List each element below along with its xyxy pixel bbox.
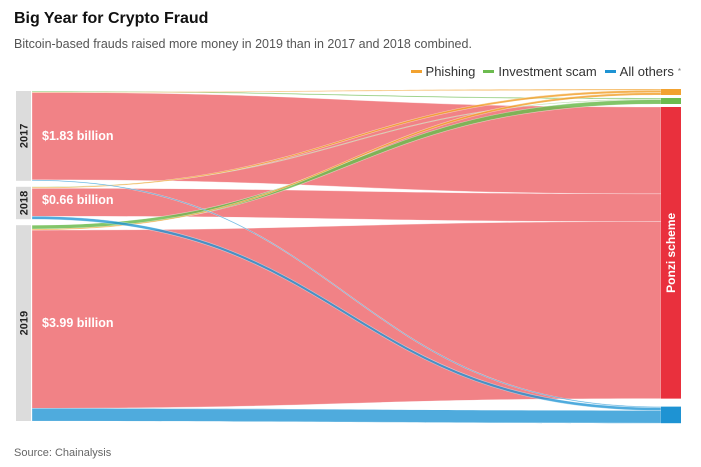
legend-footnote-marker: * [677, 67, 681, 76]
legend-label-phishing: Phishing [425, 64, 476, 79]
legend-swatch-phishing [410, 70, 422, 73]
value-label-2017: $1.83 billion [42, 129, 114, 143]
source-note: Source: Chainalysis [14, 447, 112, 459]
target-node-phishing [661, 89, 681, 95]
legend-item-investment-scam: Investment scam [483, 64, 597, 79]
source-nodes: 2017 $1.83 billion 2018 $0.66 billion 2019 $3… [16, 91, 114, 421]
year-bar-2019 [16, 225, 31, 421]
flow-2018-ponzi-scheme [31, 187, 662, 222]
chart-title: Big Year for Crypto Fraud [14, 10, 209, 27]
target-node-all-others [661, 406, 681, 424]
year-label-2018: 2018 [19, 191, 31, 215]
year-bar-2018 [16, 186, 31, 220]
flow-2019-all-others [31, 407, 662, 424]
legend: Phishing Investment scam All others * [410, 64, 681, 79]
target-node-investment-scam [661, 98, 681, 104]
legend-swatch-all-others [604, 70, 616, 73]
sankey-flows [31, 88, 662, 424]
target-node-ponzi-scheme [661, 107, 681, 399]
year-label-2017: 2017 [19, 124, 31, 148]
value-label-2019: $3.99 billion [42, 316, 114, 330]
flow-2017-phishing [31, 88, 662, 93]
legend-label-all-others: All others [619, 64, 674, 79]
value-label-2018: $0.66 billion [42, 193, 114, 207]
legend-item-phishing: Phishing [410, 64, 476, 79]
chart-subtitle: Bitcoin-based frauds raised more money i… [14, 37, 472, 51]
legend-item-all-others: All others * [604, 64, 681, 79]
target-nodes: Ponzi scheme [661, 89, 681, 424]
year-label-2019: 2019 [19, 311, 31, 335]
year-bar-2017 [16, 91, 31, 181]
legend-label-investment-scam: Investment scam [498, 64, 597, 79]
legend-swatch-investment-scam [483, 70, 495, 73]
target-label-ponzi-scheme: Ponzi scheme [664, 212, 678, 292]
